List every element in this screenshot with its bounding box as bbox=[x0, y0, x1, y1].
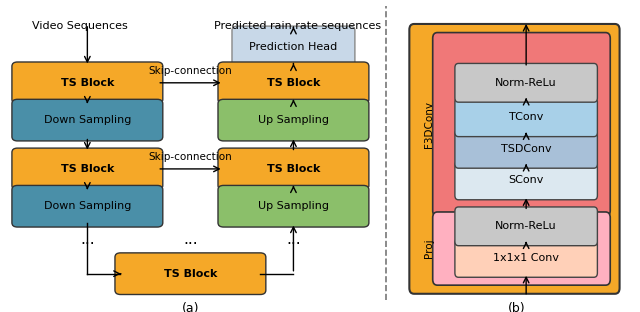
Text: TS Block: TS Block bbox=[61, 78, 114, 88]
Text: TS Block: TS Block bbox=[61, 164, 114, 174]
Text: TConv: TConv bbox=[509, 112, 543, 122]
FancyBboxPatch shape bbox=[12, 185, 163, 227]
FancyBboxPatch shape bbox=[12, 62, 163, 104]
Text: (a): (a) bbox=[182, 302, 199, 312]
FancyBboxPatch shape bbox=[218, 62, 369, 104]
FancyBboxPatch shape bbox=[218, 185, 369, 227]
Text: Skip-connection: Skip-connection bbox=[148, 152, 232, 162]
Text: Norm-ReLu: Norm-ReLu bbox=[495, 221, 557, 231]
FancyBboxPatch shape bbox=[455, 129, 597, 168]
FancyBboxPatch shape bbox=[12, 148, 163, 190]
Text: Skip-connection: Skip-connection bbox=[148, 66, 232, 76]
Text: Up Sampling: Up Sampling bbox=[258, 201, 329, 211]
Text: TSDConv: TSDConv bbox=[501, 144, 552, 154]
Text: Down Sampling: Down Sampling bbox=[44, 201, 131, 211]
Text: TS Block: TS Block bbox=[164, 269, 217, 279]
FancyBboxPatch shape bbox=[433, 212, 611, 285]
FancyBboxPatch shape bbox=[455, 238, 597, 277]
Text: ...: ... bbox=[183, 232, 198, 247]
Text: 1x1x1 Conv: 1x1x1 Conv bbox=[493, 253, 559, 263]
Text: F3DConv: F3DConv bbox=[424, 101, 434, 148]
Text: Norm-ReLu: Norm-ReLu bbox=[495, 78, 557, 88]
FancyBboxPatch shape bbox=[455, 63, 597, 102]
Text: Video Sequences: Video Sequences bbox=[32, 21, 128, 31]
Text: ...: ... bbox=[80, 232, 95, 247]
FancyBboxPatch shape bbox=[455, 207, 597, 246]
FancyBboxPatch shape bbox=[433, 32, 611, 216]
Text: TS Block: TS Block bbox=[267, 78, 320, 88]
FancyBboxPatch shape bbox=[218, 148, 369, 190]
FancyBboxPatch shape bbox=[455, 161, 597, 200]
Text: ...: ... bbox=[286, 232, 301, 247]
FancyBboxPatch shape bbox=[115, 253, 266, 295]
Text: Predicted rain rate sequences: Predicted rain rate sequences bbox=[214, 21, 381, 31]
Text: Proj: Proj bbox=[424, 238, 434, 258]
Text: (b): (b) bbox=[508, 302, 525, 312]
Text: TS Block: TS Block bbox=[267, 164, 320, 174]
FancyBboxPatch shape bbox=[218, 99, 369, 141]
Text: Down Sampling: Down Sampling bbox=[44, 115, 131, 125]
FancyBboxPatch shape bbox=[232, 26, 355, 68]
Text: Up Sampling: Up Sampling bbox=[258, 115, 329, 125]
FancyBboxPatch shape bbox=[410, 24, 620, 294]
FancyBboxPatch shape bbox=[12, 99, 163, 141]
Text: Prediction Head: Prediction Head bbox=[250, 42, 337, 52]
FancyBboxPatch shape bbox=[455, 98, 597, 137]
Text: SConv: SConv bbox=[508, 175, 544, 185]
